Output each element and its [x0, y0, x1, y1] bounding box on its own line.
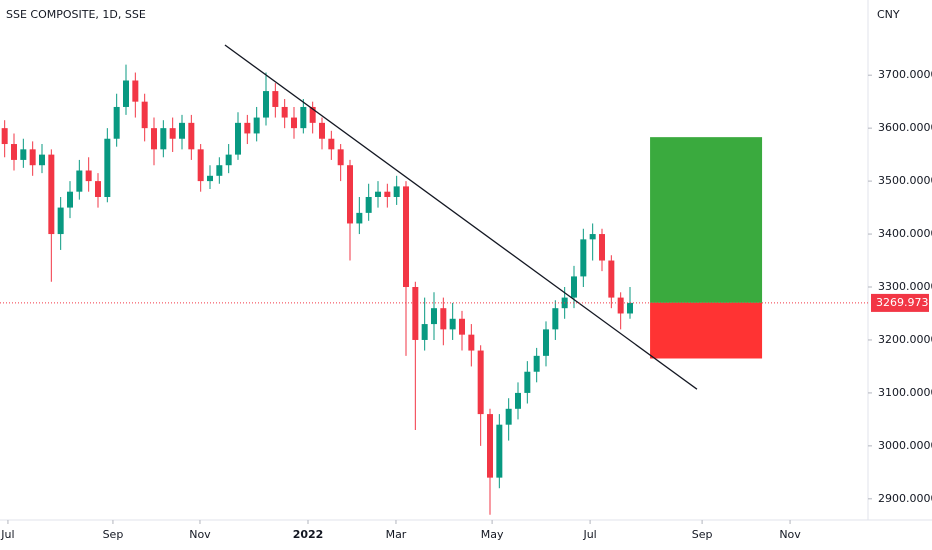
candle-body: [151, 128, 157, 150]
candle-body: [113, 106, 120, 139]
candle-body: [309, 106, 316, 123]
chart-title: SSE COMPOSITE, 1D, SSE: [6, 8, 146, 21]
candle-body: [169, 128, 176, 139]
candle-body: [132, 80, 139, 102]
loss-zone: [650, 302, 763, 359]
x-tick-label: Mar: [386, 528, 407, 541]
candle-body: [67, 191, 73, 208]
candle-body: [599, 234, 605, 261]
candle-body: [244, 122, 251, 134]
candle-body: [403, 186, 409, 288]
y-tick-label: 3400.0000: [878, 227, 932, 240]
candle-body: [253, 117, 260, 134]
y-tick-label: 2900.0000: [878, 492, 932, 505]
candle-body: [347, 165, 353, 224]
candle-body: [179, 122, 185, 139]
candle-body: [319, 122, 325, 139]
candle-body: [281, 106, 288, 118]
candle-body: [76, 170, 83, 192]
candle-body: [487, 414, 493, 478]
candle-body: [365, 196, 372, 213]
candle-body: [39, 154, 45, 166]
candle-body: [617, 297, 624, 314]
candle-body: [440, 308, 447, 330]
x-tick-label: 2022: [293, 528, 324, 541]
candle-body: [505, 408, 512, 425]
candle-body: [29, 149, 36, 166]
candle-body: [449, 318, 456, 330]
candle-body: [356, 212, 363, 224]
candle-body: [375, 191, 381, 197]
candle-body: [468, 334, 475, 351]
x-tick-label: May: [481, 528, 504, 541]
candle-body: [160, 128, 167, 150]
candle-body: [11, 144, 17, 160]
candle-body: [235, 122, 241, 155]
candle-body: [188, 122, 195, 150]
y-tick-label: 3500.0000: [878, 174, 932, 187]
trendline: [224, 44, 698, 390]
candle-body: [207, 175, 213, 182]
candle-body: [533, 355, 540, 372]
candle-body: [48, 154, 55, 235]
candle-body: [20, 149, 27, 160]
candle-body: [412, 287, 419, 340]
candle-body: [580, 239, 587, 277]
candle-body: [627, 302, 633, 314]
candle-body: [552, 308, 559, 330]
candle-body: [263, 91, 269, 118]
candle-body: [543, 329, 549, 356]
y-tick-label: 3700.0000: [878, 68, 932, 81]
candle-body: [85, 170, 92, 182]
candle-body: [197, 149, 204, 182]
x-tick-label: Sep: [692, 528, 713, 541]
candle-body: [515, 392, 521, 409]
candle-body: [225, 154, 232, 166]
candle-body: [216, 165, 223, 176]
candle-body: [477, 350, 484, 415]
candle-body: [1, 128, 8, 145]
x-tick-label: Jul: [0, 528, 14, 541]
candle-body: [384, 191, 391, 197]
candle-body: [291, 117, 297, 129]
candle-body: [104, 138, 111, 197]
candle-body: [459, 318, 465, 335]
candle-body: [141, 101, 148, 129]
candle-body: [571, 276, 577, 298]
last-price-label: 3269.9739: [876, 296, 932, 309]
y-tick-label: 3200.0000: [878, 333, 932, 346]
y-tick-label: 3600.0000: [878, 121, 932, 134]
candle-body: [496, 424, 503, 478]
profit-zone: [650, 137, 763, 303]
y-tick-label: 3000.0000: [878, 439, 932, 452]
candle-body: [608, 260, 615, 298]
candle-body: [328, 138, 335, 150]
x-tick-label: Nov: [779, 528, 801, 541]
candle-body: [95, 181, 101, 197]
candle-body: [123, 80, 129, 107]
candle-body: [337, 149, 344, 166]
candle-body: [57, 207, 64, 235]
currency-label: CNY: [877, 8, 900, 21]
candle-body: [393, 186, 400, 197]
y-tick-label: 3100.0000: [878, 386, 932, 399]
candle-body: [524, 371, 531, 393]
x-tick-label: Nov: [189, 528, 211, 541]
last-price-badge: [871, 293, 929, 312]
candle-body: [421, 324, 428, 340]
x-tick-label: Sep: [103, 528, 124, 541]
candle-body: [300, 106, 307, 129]
candle-body: [589, 234, 596, 240]
candle-body: [272, 91, 279, 107]
x-tick-label: Jul: [582, 528, 596, 541]
candle-body: [431, 308, 437, 325]
y-tick-label: 3300.0000: [878, 280, 932, 293]
